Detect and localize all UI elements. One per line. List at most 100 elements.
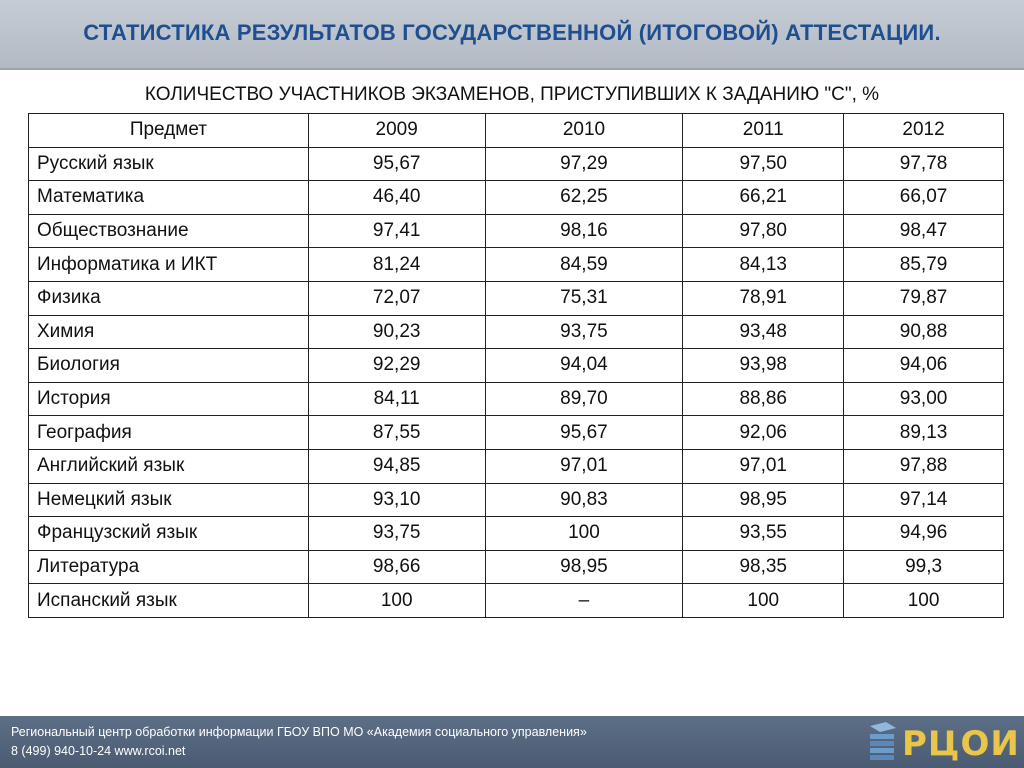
value-cell: 97,78 bbox=[843, 146, 1004, 182]
footer-contacts: 8 (499) 940-10-24 www.rcoi.net bbox=[11, 744, 186, 758]
rcoi-logo: РЦОИ bbox=[866, 722, 1020, 764]
value-cell: 92,06 bbox=[682, 415, 845, 450]
table-row: Испанский язык 100 – 100 100 bbox=[28, 583, 1004, 618]
value-cell: 97,80 bbox=[682, 213, 845, 249]
value-cell: 100 bbox=[843, 583, 1004, 618]
table-row: Литература 98,66 98,95 98,35 99,3 bbox=[28, 549, 1004, 585]
column-header-2012: 2012 bbox=[843, 113, 1004, 148]
value-cell: 79,87 bbox=[843, 280, 1004, 316]
table-row: История 84,11 89,70 88,86 93,00 bbox=[28, 381, 1004, 417]
logo-text: РЦОИ bbox=[902, 724, 1020, 764]
value-cell: 93,98 bbox=[682, 348, 845, 383]
table-row: Биология 92,29 94,04 93,98 94,06 bbox=[28, 348, 1004, 383]
column-header-subject: Предмет bbox=[28, 113, 309, 148]
table-row: Химия 90,23 93,75 93,48 90,88 bbox=[28, 314, 1004, 350]
subject-cell: Английский язык bbox=[28, 448, 309, 484]
value-cell: 62,25 bbox=[484, 180, 684, 215]
value-cell: 87,55 bbox=[307, 415, 486, 450]
value-cell: 97,01 bbox=[682, 448, 845, 484]
value-cell: 95,67 bbox=[307, 146, 486, 182]
slide-title: СТАТИСТИКА РЕЗУЛЬТАТОВ ГОСУДАРСТВЕННОЙ (… bbox=[83, 20, 941, 45]
value-cell: 92,29 bbox=[307, 348, 486, 383]
value-cell: 90,88 bbox=[843, 314, 1004, 350]
value-cell: 98,95 bbox=[682, 482, 845, 518]
table-caption: КОЛИЧЕСТВО УЧАСТНИКОВ ЭКЗАМЕНОВ, ПРИСТУП… bbox=[144, 84, 880, 105]
value-cell: 66,07 bbox=[843, 180, 1004, 215]
subject-cell: Химия bbox=[28, 314, 309, 350]
value-cell: 94,96 bbox=[843, 516, 1004, 551]
value-cell: 97,14 bbox=[843, 482, 1004, 518]
value-cell: 98,35 bbox=[682, 549, 845, 585]
footer-organization: Региональный центр обработки информации … bbox=[11, 725, 587, 739]
value-cell: 93,00 bbox=[843, 381, 1004, 417]
value-cell: 98,47 bbox=[843, 213, 1004, 249]
value-cell: 78,91 bbox=[682, 280, 845, 316]
subject-cell: Русский язык bbox=[28, 146, 309, 182]
value-cell: 84,13 bbox=[682, 247, 845, 282]
subject-cell: Информатика и ИКТ bbox=[28, 247, 309, 282]
value-cell: 97,01 bbox=[484, 448, 684, 484]
value-cell: 93,48 bbox=[682, 314, 845, 350]
value-cell: – bbox=[484, 583, 684, 618]
subject-cell: Немецкий язык bbox=[28, 482, 309, 518]
value-cell: 85,79 bbox=[843, 247, 1004, 282]
table-row: Русский язык 95,67 97,29 97,50 97,78 bbox=[28, 146, 1004, 182]
value-cell: 100 bbox=[307, 583, 486, 618]
value-cell: 100 bbox=[682, 583, 845, 618]
table-header-row: Предмет 2009 2010 2011 2012 bbox=[28, 113, 1004, 148]
value-cell: 94,85 bbox=[307, 448, 486, 484]
value-cell: 89,70 bbox=[484, 381, 684, 417]
value-cell: 89,13 bbox=[843, 415, 1004, 450]
value-cell: 97,29 bbox=[484, 146, 684, 182]
value-cell: 93,75 bbox=[484, 314, 684, 350]
subject-cell: Французский язык bbox=[28, 516, 309, 551]
value-cell: 100 bbox=[484, 516, 684, 551]
value-cell: 94,04 bbox=[484, 348, 684, 383]
value-cell: 98,66 bbox=[307, 549, 486, 585]
table-row: Математика 46,40 62,25 66,21 66,07 bbox=[28, 180, 1004, 215]
value-cell: 97,50 bbox=[682, 146, 845, 182]
table-row: Французский язык 93,75 100 93,55 94,96 bbox=[28, 516, 1004, 551]
value-cell: 72,07 bbox=[307, 280, 486, 316]
value-cell: 98,95 bbox=[484, 549, 684, 585]
value-cell: 98,16 bbox=[484, 213, 684, 249]
table-row: География 87,55 95,67 92,06 89,13 bbox=[28, 415, 1004, 450]
subject-cell: Математика bbox=[28, 180, 309, 215]
subject-cell: Биология bbox=[28, 348, 309, 383]
stacked-blocks-icon bbox=[870, 722, 896, 760]
value-cell: 97,88 bbox=[843, 448, 1004, 484]
value-cell: 46,40 bbox=[307, 180, 486, 215]
value-cell: 93,75 bbox=[307, 516, 486, 551]
value-cell: 90,83 bbox=[484, 482, 684, 518]
value-cell: 99,3 bbox=[843, 549, 1004, 585]
value-cell: 90,23 bbox=[307, 314, 486, 350]
table-row: Немецкий язык 93,10 90,83 98,95 97,14 bbox=[28, 482, 1004, 518]
subject-cell: Обществознание bbox=[28, 213, 309, 249]
subject-cell: История bbox=[28, 381, 309, 417]
value-cell: 88,86 bbox=[682, 381, 845, 417]
table-row: Физика 72,07 75,31 78,91 79,87 bbox=[28, 280, 1004, 316]
column-header-2010: 2010 bbox=[484, 113, 684, 148]
value-cell: 93,10 bbox=[307, 482, 486, 518]
subject-cell: Литература bbox=[28, 549, 309, 585]
subject-cell: Физика bbox=[28, 280, 309, 316]
slide-footer: Региональный центр обработки информации … bbox=[0, 716, 1024, 768]
value-cell: 93,55 bbox=[682, 516, 845, 551]
slide-header: СТАТИСТИКА РЕЗУЛЬТАТОВ ГОСУДАРСТВЕННОЙ (… bbox=[0, 0, 1024, 70]
table-row: Обществознание 97,41 98,16 97,80 98,47 bbox=[28, 213, 1004, 249]
value-cell: 75,31 bbox=[484, 280, 684, 316]
value-cell: 84,59 bbox=[484, 247, 684, 282]
value-cell: 66,21 bbox=[682, 180, 845, 215]
subject-cell: Испанский язык bbox=[28, 583, 309, 618]
results-table: Предмет 2009 2010 2011 2012 Русский язык… bbox=[28, 113, 1004, 618]
value-cell: 81,24 bbox=[307, 247, 486, 282]
value-cell: 84,11 bbox=[307, 381, 486, 417]
column-header-2011: 2011 bbox=[682, 113, 845, 148]
table-row: Информатика и ИКТ 81,24 84,59 84,13 85,7… bbox=[28, 247, 1004, 282]
value-cell: 97,41 bbox=[307, 213, 486, 249]
table-row: Английский язык 94,85 97,01 97,01 97,88 bbox=[28, 448, 1004, 484]
subject-cell: География bbox=[28, 415, 309, 450]
value-cell: 94,06 bbox=[843, 348, 1004, 383]
value-cell: 95,67 bbox=[484, 415, 684, 450]
column-header-2009: 2009 bbox=[307, 113, 486, 148]
